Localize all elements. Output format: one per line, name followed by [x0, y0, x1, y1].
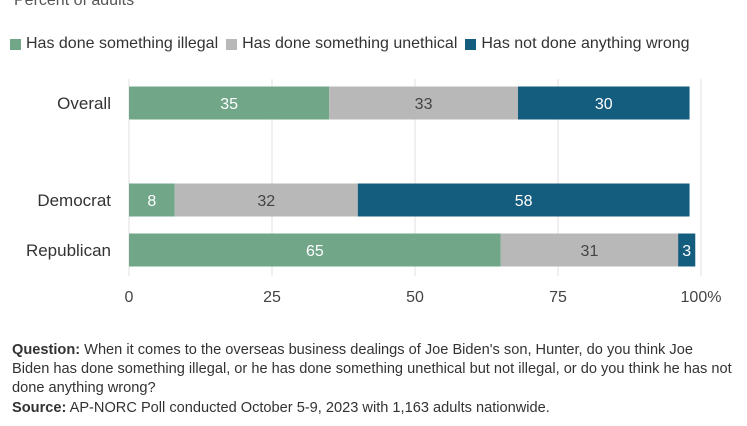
x-tick-label-100: 100%	[681, 289, 722, 306]
data-label-democrat-series-1: 32	[257, 193, 275, 210]
x-tick-label-25: 25	[263, 289, 281, 306]
bar-overall-series-0	[129, 86, 330, 120]
category-label-democrat: Democrat	[37, 191, 111, 210]
legend-swatch-illegal	[10, 38, 21, 50]
bar-republican-series-2	[678, 233, 696, 267]
legend-item-unethical: Has done something unethical	[226, 35, 457, 53]
x-tick-label-50: 50	[406, 289, 424, 306]
category-label-republican: Republican	[26, 241, 111, 260]
data-label-overall-series-2: 30	[595, 96, 613, 113]
data-label-democrat-series-0: 8	[147, 193, 156, 210]
question-label: Question:	[12, 342, 81, 358]
source-note: Source: AP-NORC Poll conducted October 5…	[12, 399, 550, 418]
data-label-overall-series-1: 33	[415, 96, 433, 113]
bar-overall-series-2	[517, 86, 690, 120]
data-label-republican-series-2: 3	[682, 243, 691, 260]
legend-label-nothing-wrong: Has not done anything wrong	[481, 35, 690, 52]
data-label-republican-series-1: 31	[581, 243, 599, 260]
legend-swatch-nothing-wrong	[465, 38, 477, 50]
legend-swatch-unethical	[226, 38, 238, 50]
legend: Has done something illegal Has done some…	[10, 35, 698, 53]
source-label: Source:	[12, 400, 67, 416]
data-label-overall-series-0: 35	[220, 96, 238, 113]
bar-overall-series-1	[329, 86, 518, 120]
legend-item-illegal: Has done something illegal	[10, 35, 218, 53]
x-tick-label-75: 75	[549, 289, 567, 306]
question-text: When it comes to the overseas business d…	[12, 342, 732, 396]
question-note: Question: When it comes to the overseas …	[12, 341, 732, 398]
data-label-republican-series-0: 65	[306, 243, 324, 260]
bar-republican-series-0	[129, 233, 501, 267]
chart-subtitle: Percent of adults	[14, 0, 135, 9]
legend-label-unethical: Has done something unethical	[242, 35, 458, 52]
bar-democrat-series-1	[174, 183, 358, 217]
category-label-overall: Overall	[57, 94, 111, 113]
bar-democrat-series-2	[357, 183, 690, 217]
data-label-democrat-series-2: 58	[515, 193, 533, 210]
x-tick-label-0: 0	[125, 289, 134, 306]
bar-democrat-series-0	[129, 183, 175, 217]
source-text: AP-NORC Poll conducted October 5-9, 2023…	[66, 400, 550, 416]
legend-item-nothing-wrong: Has not done anything wrong	[465, 35, 690, 53]
bar-republican-series-1	[500, 233, 679, 267]
legend-label-illegal: Has done something illegal	[26, 35, 219, 52]
stacked-bar-chart: 0 25 50 75 100% Overall 35 33 30 Democrat 8 32 58 Rep…	[26, 79, 722, 306]
